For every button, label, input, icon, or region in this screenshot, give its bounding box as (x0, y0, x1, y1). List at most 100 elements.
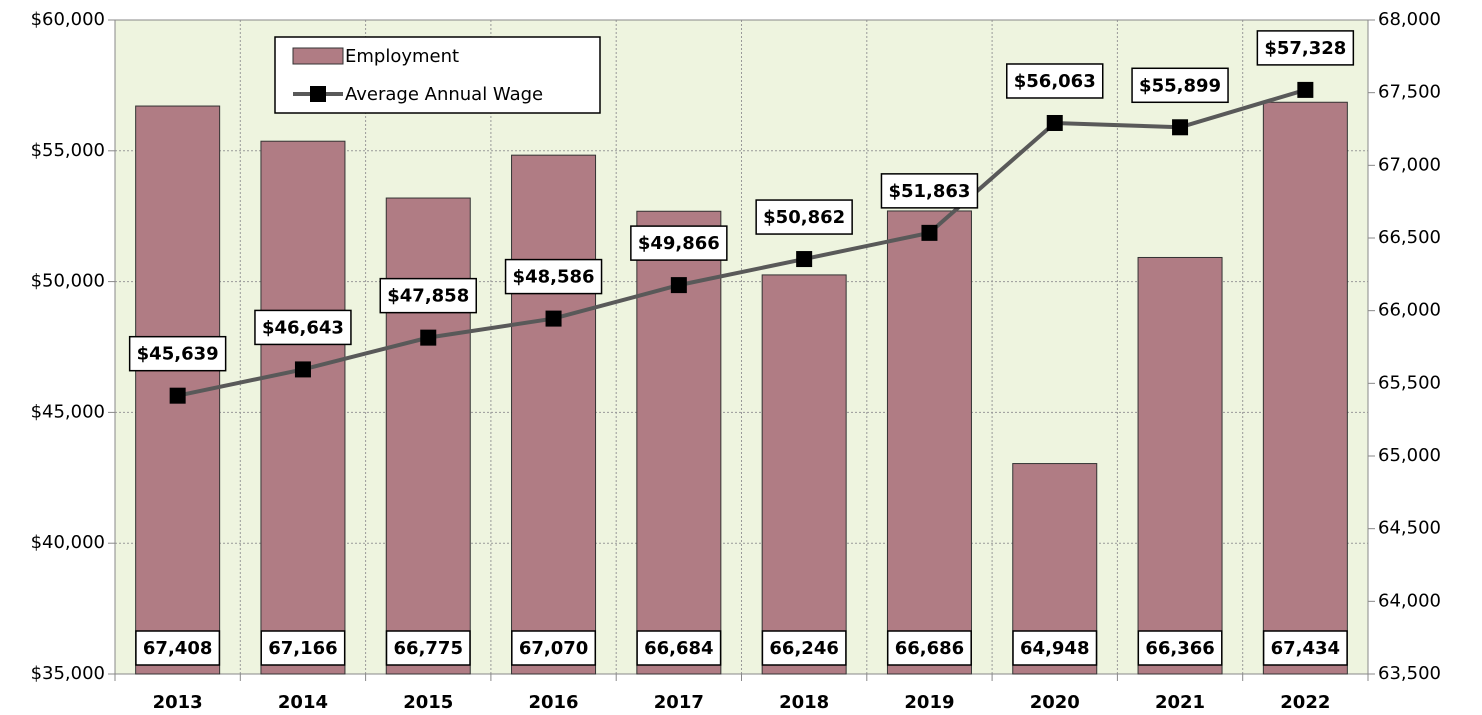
data-label-group: $48,586 (504, 258, 603, 295)
data-label: 66,684 (644, 638, 713, 659)
data-label-box (1006, 63, 1104, 99)
data-label: $51,863 (888, 181, 970, 202)
line-marker (796, 251, 813, 268)
data-label-group: $57,328 (1256, 30, 1355, 66)
data-label-box (1012, 630, 1098, 666)
data-label: $48,586 (513, 267, 595, 288)
line-marker (1172, 119, 1189, 136)
data-label-box (761, 630, 847, 666)
y2-tick-label: 65,500 (1378, 372, 1441, 393)
data-label-group: 66,684 (636, 630, 722, 666)
y2-tick-label: 64,000 (1378, 590, 1441, 611)
data-label: $55,899 (1139, 75, 1221, 96)
data-label-group: $50,862 (755, 199, 853, 235)
y2-tick-label: 66,500 (1378, 227, 1441, 248)
legend-label: Average Annual Wage (345, 84, 543, 105)
data-label-box (511, 630, 597, 666)
x-tick-label: 2015 (403, 692, 453, 713)
data-label-box (1137, 630, 1223, 666)
data-label-group: 66,686 (886, 630, 972, 666)
data-label-box (504, 258, 603, 295)
data-label-box (254, 309, 352, 346)
x-tick-label: 2014 (278, 692, 328, 713)
data-label-group: $56,063 (1006, 63, 1104, 99)
bar (1137, 256, 1223, 675)
y2-tick-label: 68,000 (1378, 9, 1441, 30)
line-marker (670, 277, 687, 294)
data-label-box (886, 630, 972, 666)
x-tick-label: 2019 (904, 692, 954, 713)
data-label: 66,366 (1145, 638, 1214, 659)
data-label-group: $55,899 (1131, 67, 1229, 104)
data-label-box (260, 630, 346, 666)
y2-tick-label: 66,000 (1378, 300, 1441, 321)
bar (385, 197, 471, 675)
data-label-box (630, 225, 728, 261)
data-label: 66,246 (769, 638, 838, 659)
data-label-box (1256, 30, 1355, 66)
data-label-box (755, 199, 853, 235)
y2-tick-label: 64,500 (1378, 518, 1441, 539)
y2-tick-label: 67,500 (1378, 82, 1441, 103)
x-tick-label: 2022 (1280, 692, 1330, 713)
y-tick-label: $45,000 (31, 401, 105, 422)
data-label-group: 67,434 (1262, 630, 1348, 666)
data-label-box (880, 173, 979, 209)
data-label: 67,434 (1271, 638, 1340, 659)
data-label: $50,862 (763, 207, 845, 228)
legend-marker (310, 86, 326, 102)
x-tick-label: 2018 (779, 692, 829, 713)
x-tick-label: 2021 (1155, 692, 1205, 713)
data-label-group: 67,070 (511, 630, 597, 666)
line-marker (294, 361, 311, 378)
data-label: 67,070 (519, 638, 588, 659)
data-label: 66,775 (394, 638, 463, 659)
y2-tick-label: 67,000 (1378, 154, 1441, 175)
line-marker (1297, 81, 1314, 98)
bar (511, 154, 597, 675)
data-label: $56,063 (1014, 71, 1096, 92)
data-label-box (379, 277, 477, 314)
legend-label: Employment (345, 46, 459, 67)
y2-tick-label: 63,500 (1378, 663, 1441, 684)
bar (260, 140, 346, 675)
data-label: $47,858 (387, 286, 469, 307)
data-label-group: 67,408 (135, 630, 221, 666)
y-tick-label: $40,000 (31, 532, 105, 553)
bar (1262, 101, 1348, 675)
data-label: 67,408 (143, 638, 212, 659)
y-tick-label: $55,000 (31, 140, 105, 161)
line-marker (545, 310, 562, 327)
data-label: $46,643 (262, 317, 344, 338)
data-label-box (135, 630, 221, 666)
x-tick-label: 2020 (1030, 692, 1080, 713)
data-label-group: $46,643 (254, 309, 352, 346)
data-label: $57,328 (1264, 38, 1346, 59)
data-label: 64,948 (1020, 638, 1089, 659)
data-label-box (1131, 67, 1229, 104)
data-label: $49,866 (638, 233, 720, 254)
line-marker (169, 387, 186, 404)
y-tick-label: $60,000 (31, 9, 105, 30)
data-label-box (1262, 630, 1348, 666)
legend-swatch (292, 47, 344, 65)
data-label-group: 66,366 (1137, 630, 1223, 666)
data-label: $45,639 (137, 344, 219, 365)
line (177, 87, 1306, 398)
legend: Employment Average Annual Wage (274, 36, 601, 114)
data-label-box (385, 630, 471, 666)
y-tick-label: $50,000 (31, 271, 105, 292)
bar (886, 210, 972, 675)
data-label-group: $49,866 (630, 225, 728, 261)
data-label-group: 64,948 (1012, 630, 1098, 666)
y2-tick-label: 65,000 (1378, 445, 1441, 466)
data-label-box (636, 630, 722, 666)
x-tick-label: 2016 (528, 692, 578, 713)
bar (761, 274, 847, 675)
line-marker (420, 329, 437, 346)
x-tick-label: 2013 (153, 692, 203, 713)
data-label-group: $45,639 (128, 335, 227, 372)
data-label-group: 66,775 (385, 630, 471, 666)
y-tick-label: $35,000 (31, 663, 105, 684)
data-label: 67,166 (268, 638, 337, 659)
